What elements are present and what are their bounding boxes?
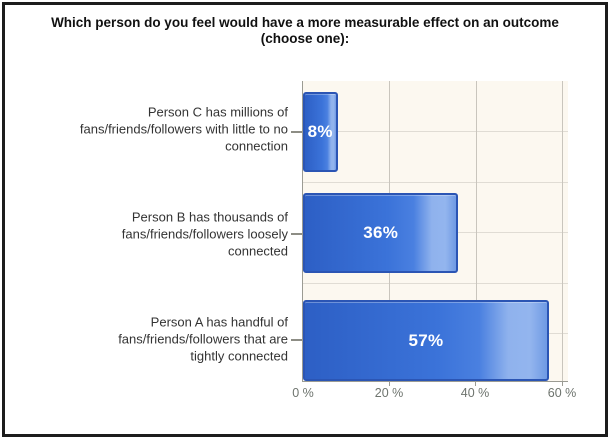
category-label-line: Person B has thousands of [131,209,288,225]
vertical-gridline-40 [475,81,477,381]
horizontal-gridline [303,283,568,284]
plot-area: 8% 36% 57% [302,81,568,382]
x-tick-label-20: 20 % [374,386,404,400]
category-label-line: fans/friends/followers with little to no [79,121,288,137]
category-label-person-b: Person B has thousands of fans/friends/f… [13,209,288,260]
x-axis-tick [562,382,563,386]
y-axis-tick [291,233,302,235]
category-label-line: fans/friends/followers loosely [121,226,288,242]
horizontal-gridline [303,182,568,183]
category-label-line: Person A has handful of [150,314,288,330]
bar-value-label: 8% [307,122,333,141]
vertical-gridline-60 [561,81,563,381]
category-label-line: fans/friends/followers that are [118,331,288,347]
x-tick-label-40: 40 % [460,386,490,400]
bar-person-c: 8% [303,92,338,172]
y-axis-tick [291,131,302,133]
bar-person-a: 57% [303,300,549,381]
category-label-line: Person C has millions of [147,104,288,120]
category-label-person-a: Person A has handful of fans/friends/fol… [13,314,288,365]
category-label-person-c: Person C has millions of fans/friends/fo… [13,104,288,155]
y-axis-tick [291,339,302,341]
horizontal-gridline [303,131,568,132]
x-axis-tick [389,382,390,386]
category-label-line: connected [228,243,288,259]
x-tick-label-60: 60 % [547,386,577,400]
x-tick-label-0: 0 % [292,386,314,400]
bar-value-label: 36% [363,223,399,242]
bar-value-label: 57% [408,330,444,350]
category-label-line: connection [225,138,288,154]
chart-title: Which person do you feel would have a mo… [5,14,605,51]
category-label-line: tightly connected [190,348,288,364]
x-axis-tick [475,382,476,386]
bar-person-b: 36% [303,193,459,273]
chart-title-text: Which person do you feel would have a mo… [51,15,559,46]
